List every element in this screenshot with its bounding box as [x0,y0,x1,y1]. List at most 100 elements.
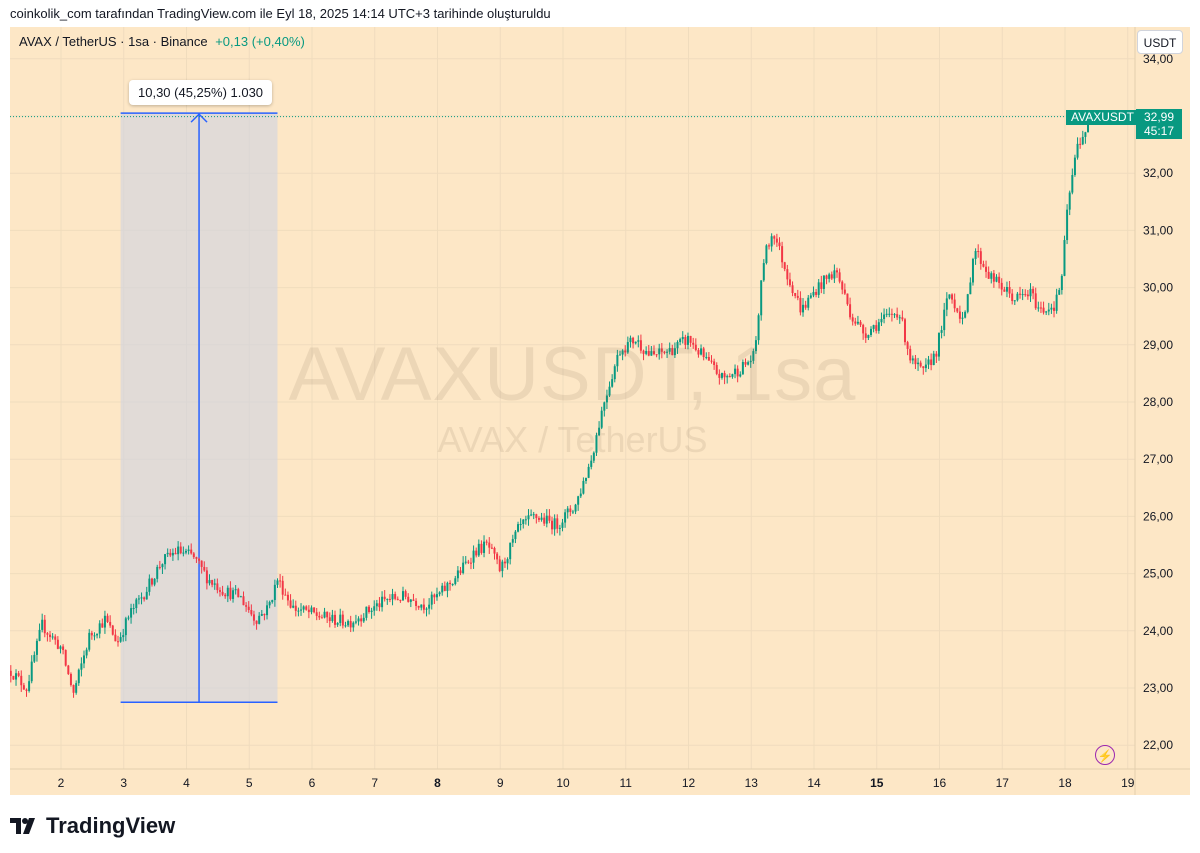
candle-body [843,289,846,294]
candle-body [320,617,323,619]
tradingview-logo-icon [10,818,35,834]
candle-body [433,594,436,598]
candle-body [838,272,841,282]
candle-body [373,606,376,611]
candle-body [205,570,208,584]
candle-body [517,524,520,532]
candle-body [754,340,757,352]
candle-body [666,351,669,353]
candle-body [77,669,80,684]
candle-body [284,594,287,596]
candle-body [637,340,640,342]
candle-body [922,366,925,369]
candle-body [127,617,130,619]
chart-frame[interactable]: 22,00 23,00 24,00 25,00 26,00 27,00 28,00 29,00… [10,27,1190,795]
candle-body [116,641,119,643]
candle-body [935,353,938,357]
candle-body [195,557,198,559]
price-chart[interactable]: 22,00 23,00 24,00 25,00 26,00 27,00 28,00 29,00… [10,27,1190,795]
candle-body [498,559,501,572]
candle-body [815,291,818,295]
candle-body [655,354,658,356]
bar-countdown: 45:17 [1143,124,1175,138]
candle-body [948,294,951,299]
candle-body [914,358,917,365]
currency-button[interactable]: USDT [1137,30,1183,54]
candle-body [462,562,465,573]
x-tick-label: 16 [933,776,947,790]
candle-body [451,584,454,586]
candle-body [927,359,930,365]
candle-body [328,617,331,622]
candle-body [731,374,734,377]
candle-body [856,321,859,324]
candle-body [305,606,308,610]
candle-body [626,342,629,353]
candle-body [239,596,242,598]
candle-body [645,351,648,354]
candle-body [911,358,914,361]
candle-body [828,274,831,279]
symbol-legend[interactable]: AVAX / TetherUS · 1sa · Binance +0,13 (+… [19,34,305,49]
candle-body [72,685,75,693]
candle-body [616,354,619,367]
candle-body [425,608,428,610]
candle-body [367,606,370,613]
candle-body [218,590,221,592]
candle-body [514,531,517,540]
tradingview-logo[interactable]: TradingView [10,813,175,839]
candles [10,112,1095,698]
candle-body [341,614,344,626]
candle-body [747,362,750,365]
candle-body [545,515,548,524]
x-tick-label: 9 [497,776,504,790]
candle-body [1005,287,1008,292]
candle-body [697,350,700,355]
candle-body [362,617,365,622]
candle-body [158,566,161,568]
candle-body [765,245,768,264]
candle-body [430,594,433,605]
candle-body [1066,209,1069,241]
candle-body [334,614,337,625]
candle-body [1055,294,1058,311]
candle-body [770,236,773,247]
last-price-value: 32,99 [1143,110,1175,124]
candle-body [415,600,418,606]
candle-body [561,522,564,528]
y-tick-label: 29,00 [1143,338,1173,352]
candle-body [862,324,865,334]
candle-body [652,351,655,355]
candle-body [558,527,561,529]
candle-body [569,508,572,512]
candle-body [684,336,687,345]
candle-body [566,508,569,513]
x-tick-label: 15 [870,776,884,790]
candle-body [979,251,982,264]
candle-body [940,330,943,333]
candle-body [441,585,444,593]
candle-body [54,636,57,640]
candle-body [386,598,389,600]
candle-body [603,402,606,411]
candle-body [106,615,109,622]
candle-body [184,550,187,553]
candle-body [741,362,744,375]
measure-arrow-head [190,113,208,123]
candle-body [143,597,146,600]
lightning-bolt-icon[interactable]: ⚡ [1095,745,1115,765]
candle-body [446,582,449,591]
candle-body [710,360,713,362]
x-tick-label: 8 [434,776,441,790]
candle-body [182,552,185,554]
candle-body [111,625,114,635]
candle-body [522,519,525,525]
candle-body [150,578,153,585]
candle-body [1000,282,1003,290]
logo-text: TradingView [46,813,176,838]
candle-body [951,294,954,300]
candle-body [103,615,106,628]
candle-body [190,549,193,554]
candle-body [971,258,974,283]
candle-body [985,266,988,272]
